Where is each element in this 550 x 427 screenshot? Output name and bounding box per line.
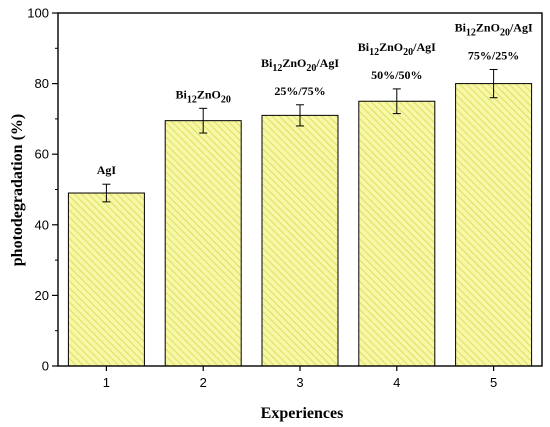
x-tick-label: 3 — [296, 375, 303, 390]
bar-label: AgI — [97, 163, 117, 177]
bar — [67, 192, 145, 367]
bar-label: Bi12ZnO20 — [176, 87, 231, 105]
y-tick-label: 40 — [35, 217, 49, 232]
bar — [261, 114, 339, 367]
error-bar — [199, 107, 208, 134]
plot-area: 0 20 40 60 80 100 1 AgI 2 Bi12ZnO20 3 Bi12ZnO20/AgI… — [27, 6, 543, 390]
bar — [358, 100, 436, 367]
bar-label: 75%/25% — [468, 48, 519, 62]
error-bar — [102, 183, 111, 203]
bar — [455, 83, 533, 367]
plot-frame — [57, 12, 543, 367]
x-axis-title: Experiences — [261, 405, 344, 422]
y-tick-label: 0 — [42, 359, 49, 374]
bar-label: Bi12ZnO20/AgI — [358, 40, 436, 58]
bar — [164, 120, 242, 367]
x-tick-label: 1 — [103, 375, 110, 390]
bar-label: 50%/50% — [371, 68, 422, 82]
x-tick-label: 5 — [490, 375, 497, 390]
error-bar — [489, 68, 498, 99]
x-tick-label: 2 — [200, 375, 207, 390]
error-bar — [296, 104, 304, 127]
y-axis-title: photodegradation (%) — [9, 114, 26, 266]
y-tick-label: 60 — [35, 147, 49, 162]
y-tick-label: 20 — [35, 288, 49, 303]
bar-label: 25%/75% — [274, 84, 325, 98]
y-tick-label: 80 — [35, 76, 49, 91]
bar-label: Bi12ZnO20/AgI — [455, 20, 533, 38]
error-bar — [392, 88, 401, 115]
y-tick-label: 100 — [27, 6, 49, 21]
x-tick-label: 4 — [393, 375, 400, 390]
bar-label: Bi12ZnO20/AgI — [261, 56, 339, 74]
